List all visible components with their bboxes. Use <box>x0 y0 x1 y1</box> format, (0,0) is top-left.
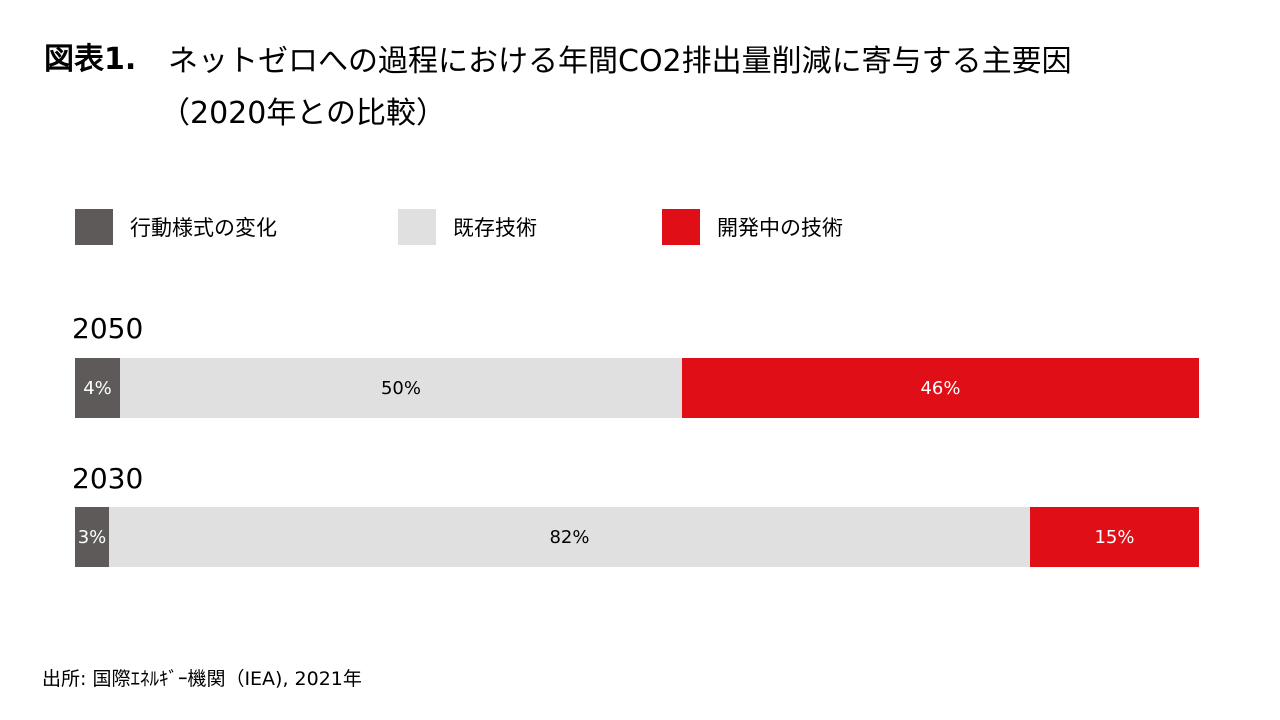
year-label-2050: 2050 <box>72 312 144 345</box>
legend-item-developing: 開発中の技術 <box>662 209 843 245</box>
bar-value-label: 46% <box>920 377 961 399</box>
bar-segment-2050-existing: 50% <box>120 358 682 418</box>
bar-segment-2030-developing: 15% <box>1030 507 1199 567</box>
bar-value-label: 15% <box>1094 526 1135 548</box>
chart-subtitle: （2020年との比較） <box>160 96 447 131</box>
bar-segment-2030-behavior: 3% <box>75 507 109 567</box>
legend-label-existing: 既存技術 <box>453 216 537 240</box>
bar-value-label: 50% <box>380 377 421 399</box>
bar-value-label: 3% <box>77 526 107 548</box>
bar-row-2030: 3% 82% 15% <box>75 507 1199 567</box>
year-label-2030: 2030 <box>72 462 144 495</box>
bar-segment-2030-existing: 82% <box>109 507 1030 567</box>
legend-item-existing: 既存技術 <box>398 209 537 245</box>
legend-swatch-developing <box>662 209 700 245</box>
legend-item-behavior: 行動様式の変化 <box>75 209 277 245</box>
source-note: 出所: 国際ｴﾈﾙｷﾞｰ機関（IEA), 2021年 <box>42 668 362 690</box>
bar-segment-2050-behavior: 4% <box>75 358 120 418</box>
chart-title-prefix: 図表1. <box>44 42 137 77</box>
legend-label-developing: 開発中の技術 <box>717 216 843 240</box>
bar-row-2050: 4% 50% 46% <box>75 358 1199 418</box>
bar-value-label: 82% <box>549 526 590 548</box>
bar-segment-2050-developing: 46% <box>682 358 1199 418</box>
legend-swatch-behavior <box>75 209 113 245</box>
legend-label-behavior: 行動様式の変化 <box>130 216 277 240</box>
chart-title: ネットゼロへの過程における年間CO2排出量削減に寄与する主要因 <box>168 44 1072 79</box>
bar-value-label: 4% <box>83 377 112 399</box>
legend-swatch-existing <box>398 209 436 245</box>
